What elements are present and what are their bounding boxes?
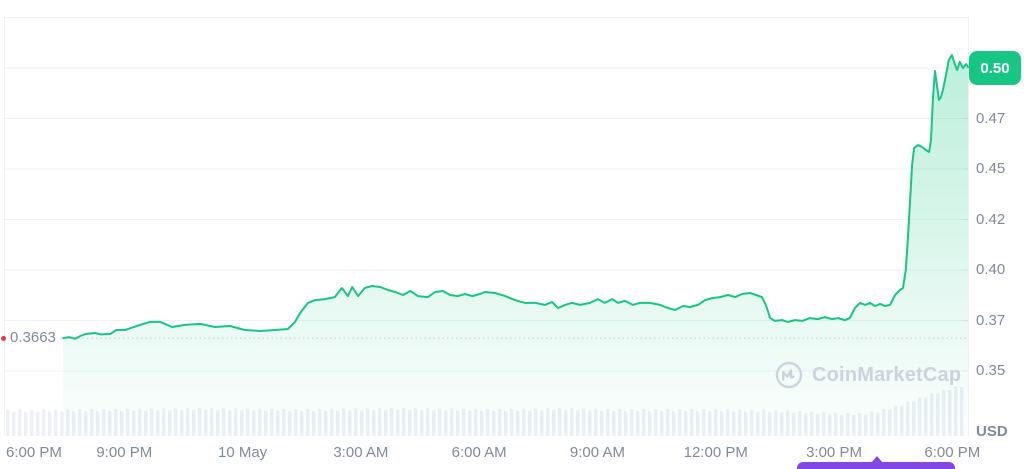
gridlines [4, 15, 969, 436]
prev-close-label: 0.3663 [10, 329, 56, 347]
y-axis-label: 0.45 [976, 160, 1006, 177]
y-axis-label: 0.37 [976, 311, 1006, 329]
last-price-badge: 0.50 [969, 51, 1021, 85]
y-axis-label: 0.35 [976, 362, 1006, 379]
scrollbar-arrow-icon[interactable] [871, 456, 883, 463]
coinmarketcap-logo-icon [775, 361, 803, 389]
x-axis-label: 3:00 AM [333, 444, 389, 461]
scrollbar-thumb[interactable] [797, 462, 955, 469]
y-axis-label: 0.42 [976, 210, 1006, 228]
prev-close-tick [1, 336, 6, 342]
y-axis-label: 0.47 [976, 109, 1006, 127]
price-line [62, 54, 970, 340]
x-axis-label: 6:00 PM [6, 444, 62, 461]
x-axis-label: 6:00 AM [451, 444, 507, 461]
x-axis-label: 9:00 PM [96, 444, 153, 461]
x-axis-label: 9:00 AM [569, 444, 625, 461]
currency-label: USD [976, 423, 1008, 440]
x-axis-label: 6:00 PM [924, 444, 981, 461]
watermark-text: CoinMarketCap [812, 363, 962, 386]
x-axis-label: 3:00 PM [806, 444, 862, 461]
price-area-fill [63, 55, 969, 436]
y-axis-label: 0.40 [976, 261, 1006, 278]
x-axis-label: 10 May [217, 444, 268, 461]
x-axis-label: 12:00 PM [683, 444, 748, 461]
watermark: CoinMarketCap [774, 360, 961, 390]
